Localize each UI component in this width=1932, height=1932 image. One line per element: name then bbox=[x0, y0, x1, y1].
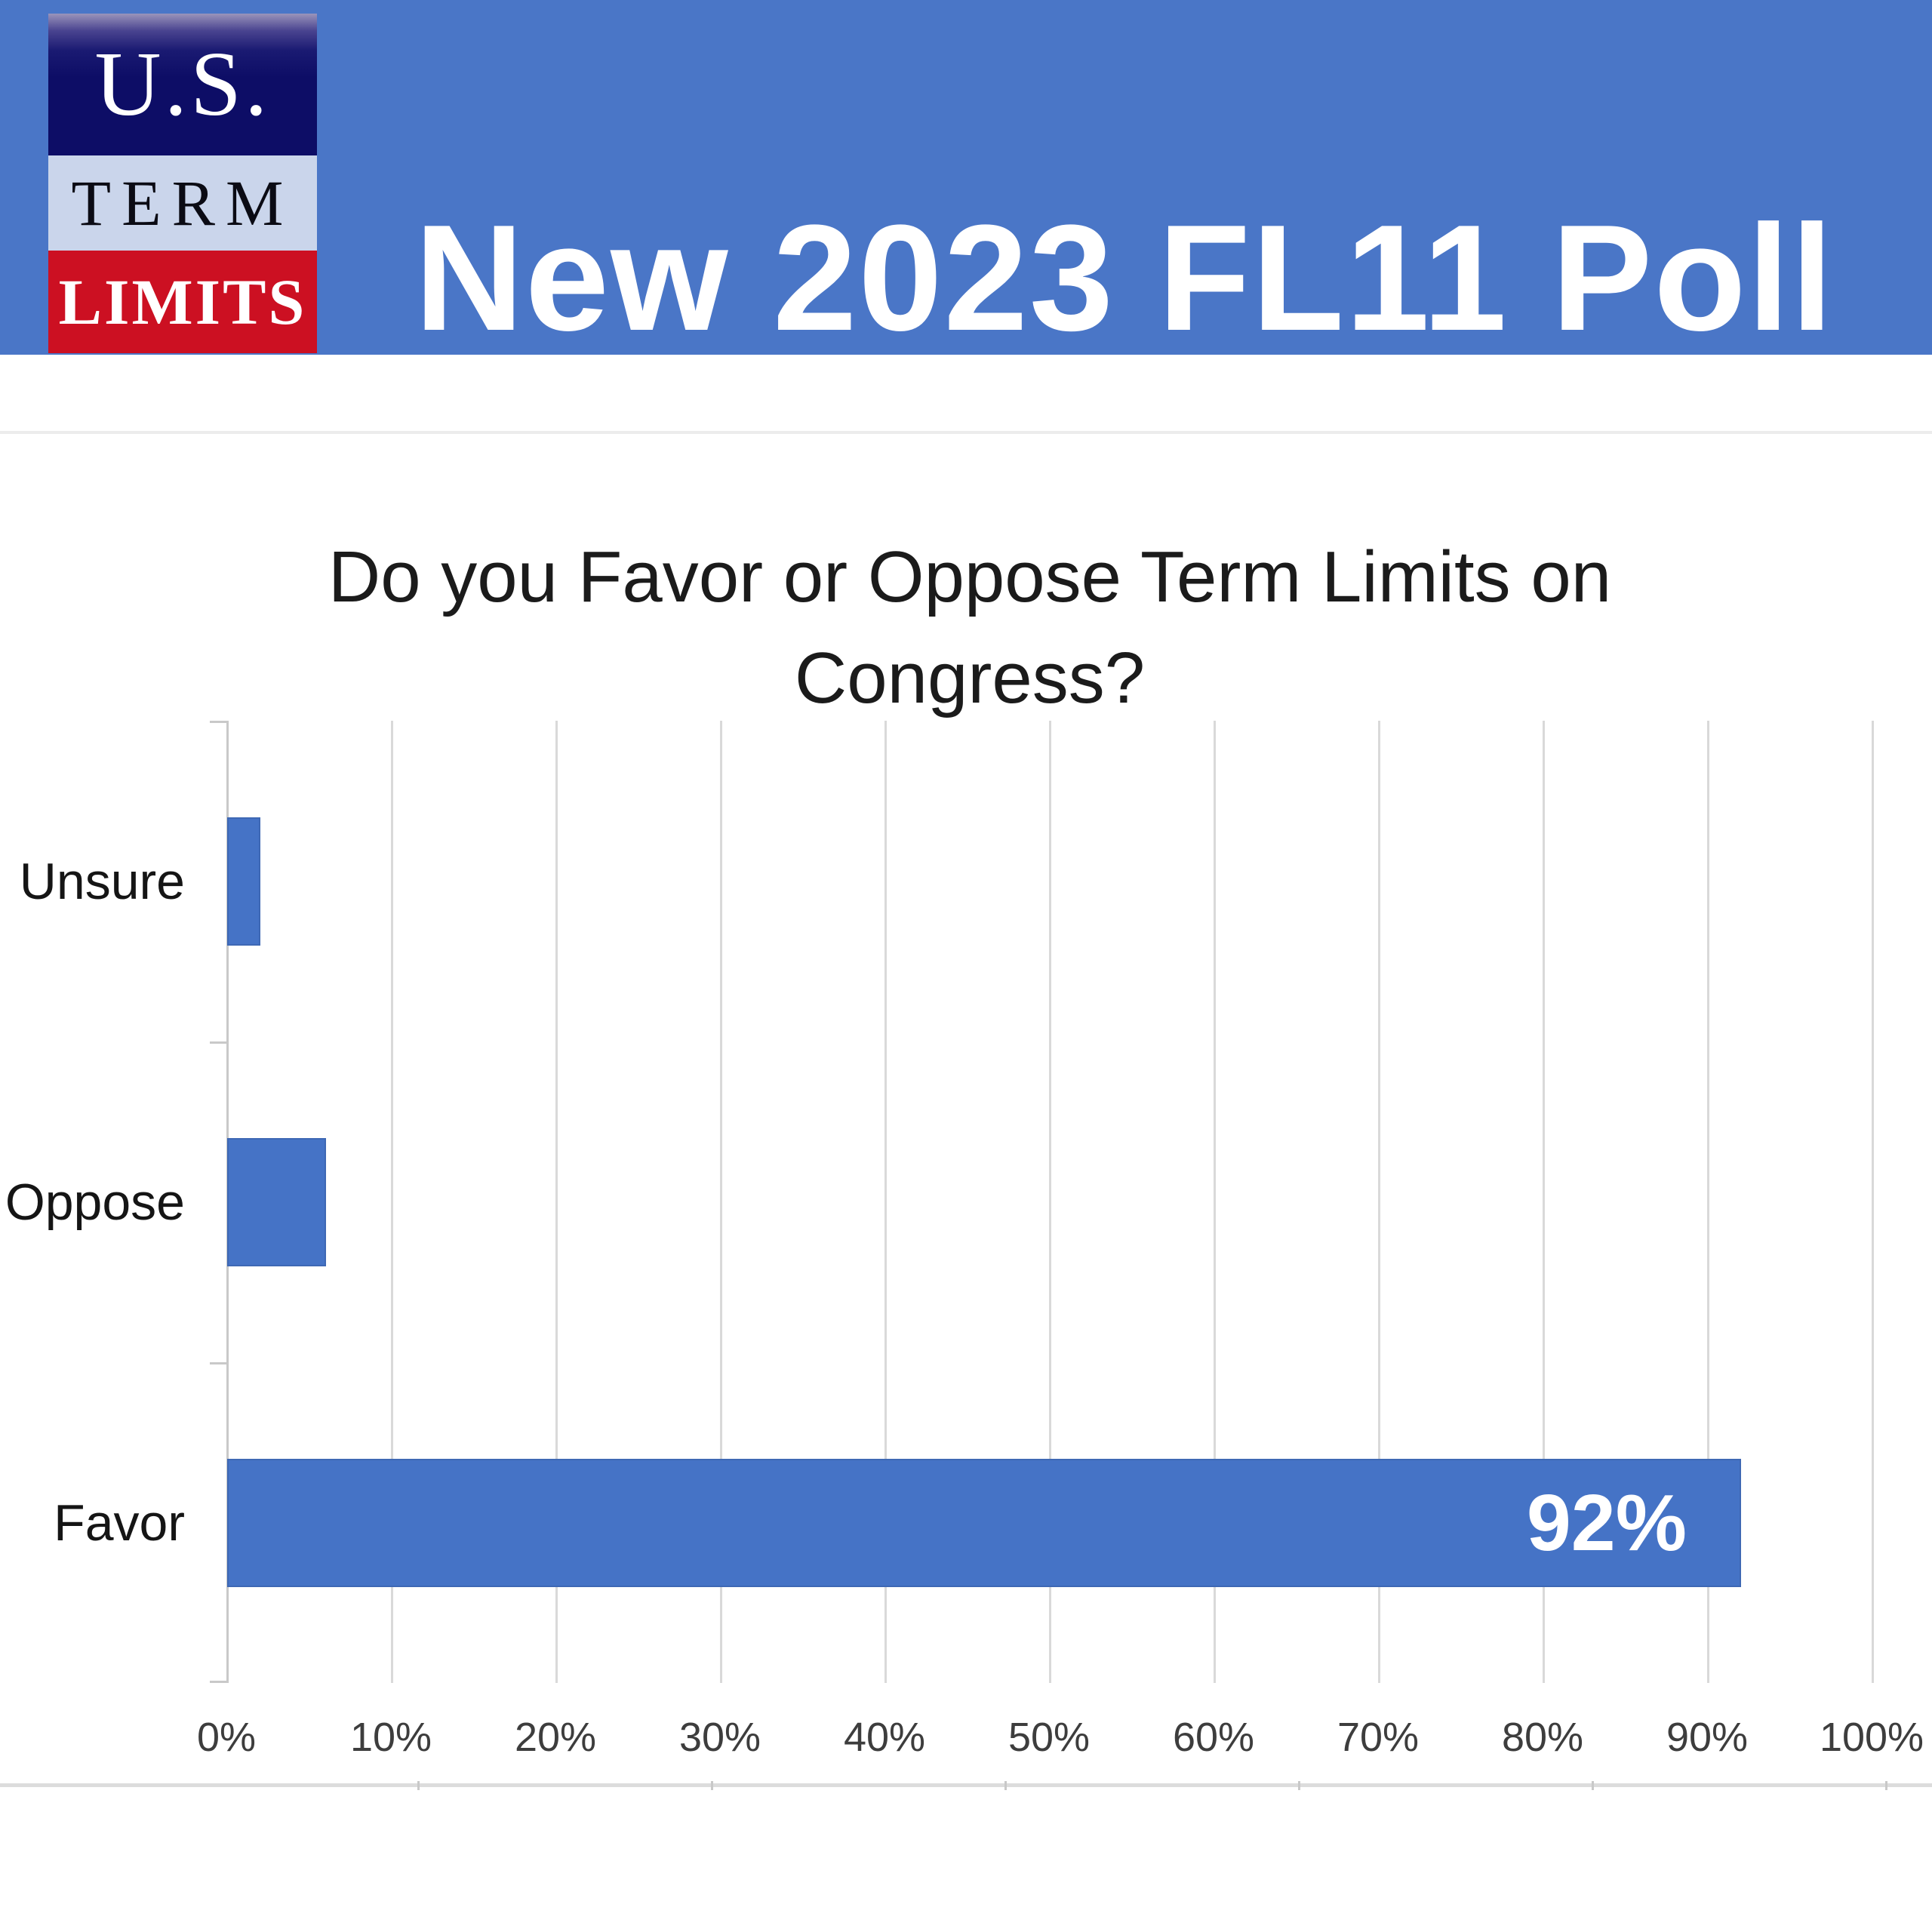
plot-area: 92% bbox=[210, 721, 1874, 1683]
banner-title: New 2023 FL11 Poll bbox=[414, 194, 1835, 362]
ruler-notch bbox=[1592, 1781, 1594, 1790]
gridline-60% bbox=[1214, 721, 1216, 1683]
logo-band-limits: LIMITS bbox=[48, 251, 317, 353]
x-tick-label-80%: 80% bbox=[1501, 1715, 1584, 1760]
x-tick-label-100%: 100% bbox=[1819, 1715, 1924, 1760]
category-label-unsure: Unsure bbox=[19, 853, 185, 910]
gridline-100% bbox=[1872, 721, 1874, 1683]
logo-band-navy: U.S. bbox=[48, 14, 317, 155]
bar-favor: 92% bbox=[227, 1459, 1741, 1587]
x-tick-label-50%: 50% bbox=[1008, 1715, 1091, 1760]
logo-text-term: TERM bbox=[71, 167, 294, 239]
x-tick-label-60%: 60% bbox=[1172, 1715, 1255, 1760]
gridline-40% bbox=[884, 721, 887, 1683]
gridline-80% bbox=[1543, 721, 1545, 1683]
x-tick-label-40%: 40% bbox=[843, 1715, 926, 1760]
gridline-50% bbox=[1049, 721, 1051, 1683]
x-tick-label-90%: 90% bbox=[1666, 1715, 1749, 1760]
axis-tick bbox=[210, 1362, 226, 1364]
gridline-20% bbox=[555, 721, 558, 1683]
ruler-notch bbox=[1004, 1781, 1007, 1790]
category-label-favor: Favor bbox=[54, 1494, 185, 1552]
x-tick-label-20%: 20% bbox=[514, 1715, 597, 1760]
chart-title: Do you Favor or Oppose Term Limits on Co… bbox=[253, 527, 1687, 729]
bar-unsure bbox=[227, 817, 260, 946]
logo-band-term: TERM bbox=[48, 155, 317, 251]
ruler-notch bbox=[417, 1781, 420, 1790]
x-tick-label-10%: 10% bbox=[349, 1715, 432, 1760]
value-label-favor: 92% bbox=[1526, 1478, 1687, 1567]
ruler-notch bbox=[1298, 1781, 1300, 1790]
category-label-oppose: Oppose bbox=[5, 1174, 185, 1231]
gridline-10% bbox=[391, 721, 393, 1683]
x-tick-label-30%: 30% bbox=[678, 1715, 761, 1760]
axis-tick bbox=[210, 1041, 226, 1044]
ustl-logo: U.S. TERM LIMITS bbox=[48, 14, 317, 353]
x-tick-label-0%: 0% bbox=[196, 1715, 257, 1760]
logo-text-us: U.S. bbox=[94, 33, 271, 135]
chart-title-line2: Congress? bbox=[794, 637, 1146, 718]
ruler-notch bbox=[1885, 1781, 1887, 1790]
gridline-30% bbox=[720, 721, 722, 1683]
chart-title-line1: Do you Favor or Oppose Term Limits on bbox=[328, 536, 1612, 617]
logo-text-limits: LIMITS bbox=[58, 266, 307, 338]
gridline-70% bbox=[1378, 721, 1380, 1683]
header-banner: U.S. TERM LIMITS New 2023 FL11 Poll bbox=[0, 0, 1932, 362]
top-divider bbox=[0, 431, 1932, 434]
bottom-divider bbox=[0, 1783, 1932, 1787]
x-tick-label-70%: 70% bbox=[1337, 1715, 1420, 1760]
axis-tick bbox=[210, 721, 226, 723]
gridline-90% bbox=[1707, 721, 1709, 1683]
ruler-notch bbox=[711, 1781, 713, 1790]
bar-oppose bbox=[227, 1138, 326, 1266]
axis-tick bbox=[210, 1681, 226, 1683]
